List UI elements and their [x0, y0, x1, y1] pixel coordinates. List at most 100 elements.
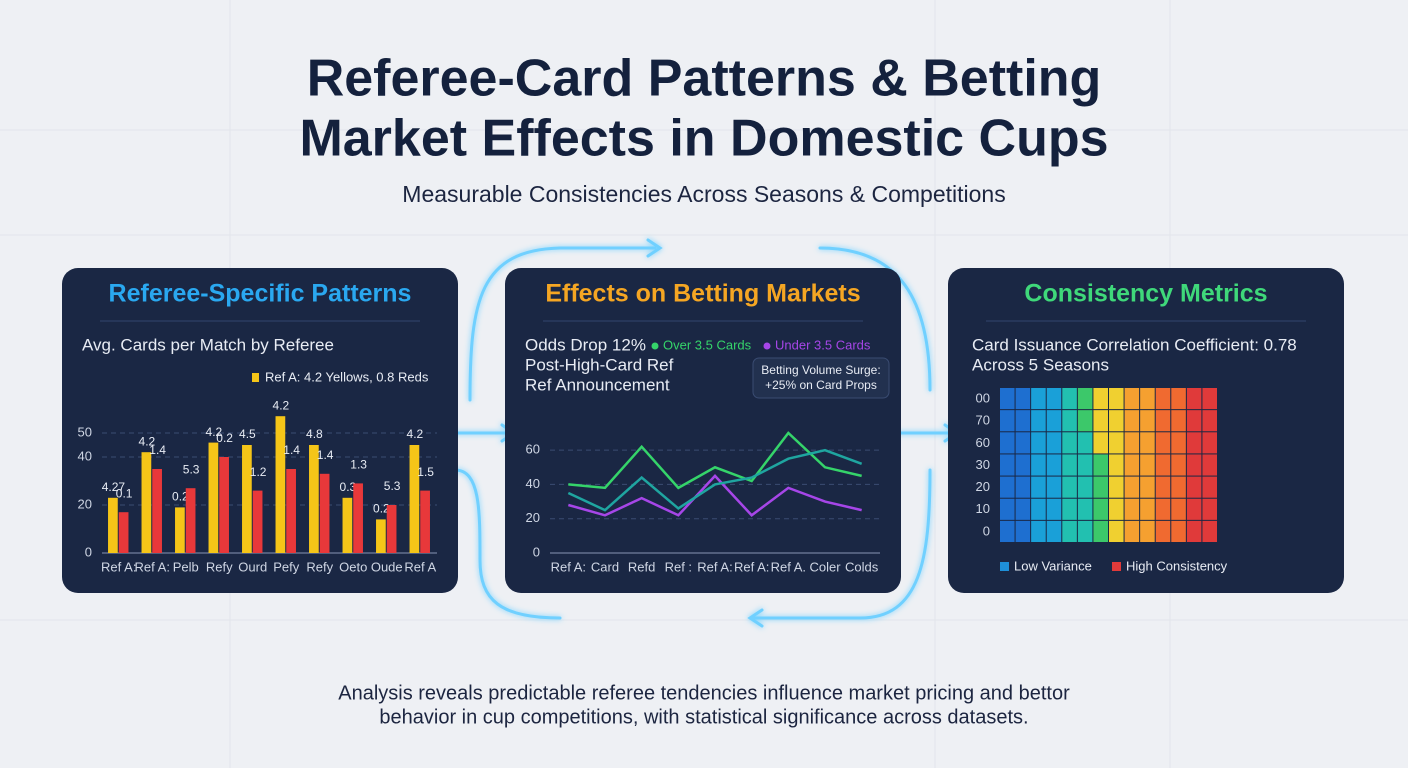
bar: [252, 490, 263, 553]
x-tick-label: Pefy: [273, 559, 300, 574]
legend-swatch: [1000, 562, 1009, 571]
bar: [342, 497, 353, 553]
heat-cell: [1062, 520, 1077, 542]
heat-cell: [1015, 410, 1031, 432]
bar: [219, 457, 229, 553]
heat-cell: [1077, 520, 1093, 542]
heat-cell: [1015, 454, 1031, 476]
heat-cell: [1093, 410, 1108, 432]
y-tick-label: 00: [976, 391, 990, 406]
heat-cell: [1140, 432, 1155, 454]
heat-cell: [1046, 432, 1062, 454]
x-tick-label: Ref A:: [101, 559, 136, 574]
heat-cell: [1186, 432, 1202, 454]
heat-cell: [1046, 454, 1062, 476]
legend-dot: [763, 342, 771, 350]
bar-label: 5.3: [183, 462, 200, 476]
heat-cell: [1015, 520, 1031, 542]
heat-cell: [1093, 454, 1108, 476]
heat-cell: [1171, 520, 1186, 542]
heat-cell: [1077, 454, 1093, 476]
bar: [208, 442, 219, 553]
bar-label: 4.8: [306, 427, 323, 441]
heat-cell: [1171, 476, 1186, 498]
bar-label: 4.27: [102, 480, 126, 494]
heat-cell: [1202, 476, 1217, 498]
heat-cell: [1109, 454, 1124, 476]
bar-label: 1.5: [417, 465, 434, 479]
y-tick-label: 0: [983, 523, 990, 538]
heat-cell: [1000, 498, 1015, 520]
heat-cell: [1109, 410, 1124, 432]
legend-label: Over 3.5 Cards: [663, 337, 752, 352]
series-line: [567, 448, 863, 512]
heat-cell: [1062, 410, 1077, 432]
heat-cell: [1109, 476, 1124, 498]
panel-subtitle: Odds Drop 12%: [525, 335, 646, 354]
bar: [420, 490, 430, 553]
series-line: [568, 431, 862, 490]
x-tick-label: Ref :: [665, 559, 692, 574]
panel-title: Referee-Specific Patterns: [109, 280, 412, 308]
heat-cell: [1062, 432, 1077, 454]
heat-cell: [1077, 476, 1093, 498]
heat-cell: [1031, 498, 1046, 520]
heat-cell: [1031, 476, 1046, 498]
heat-cell: [1031, 432, 1046, 454]
title-line: Market Effects in Domestic Cups: [299, 110, 1108, 168]
series-line: [567, 474, 862, 517]
heat-cell: [1000, 454, 1015, 476]
x-tick-label: Ref A: [404, 559, 436, 574]
heat-cell: [1186, 520, 1202, 542]
x-tick-label: Coler: [809, 559, 841, 574]
bar: [319, 473, 330, 553]
heat-cell: [1109, 498, 1124, 520]
panel-title: Effects on Betting Markets: [545, 280, 860, 308]
x-tick-label: Card: [591, 559, 619, 574]
bar: [175, 507, 185, 553]
heat-cell: [1186, 498, 1202, 520]
heat-cell: [1046, 476, 1062, 498]
heat-cell: [1093, 388, 1108, 410]
bar: [118, 512, 129, 553]
bar-label: 1.4: [317, 448, 334, 462]
heat-cell: [1155, 520, 1171, 542]
heat-cell: [1062, 498, 1077, 520]
y-tick-label: 20: [526, 510, 540, 525]
panel-subtitle: Ref Announcement: [525, 375, 670, 394]
heat-cell: [1000, 520, 1015, 542]
bar-label: 0.1: [116, 486, 133, 500]
heat-cell: [1124, 410, 1140, 432]
heat-cell: [1140, 410, 1155, 432]
title-line: Referee-Card Patterns & Betting: [307, 50, 1102, 108]
bar: [386, 505, 397, 553]
heat-cell: [1062, 476, 1077, 498]
x-tick-label: Pelb: [173, 559, 199, 574]
bar: [152, 469, 162, 553]
bar: [353, 483, 363, 553]
heat-cell: [1062, 454, 1077, 476]
bar: [286, 469, 296, 553]
y-tick-label: 20: [78, 496, 92, 511]
bar: [185, 488, 196, 553]
panel-subtitle: Card Issuance Correlation Coefficient: 0…: [972, 335, 1297, 354]
legend-swatch: [1112, 562, 1121, 571]
heat-cell: [1140, 476, 1155, 498]
x-tick-label: Ref A:: [734, 559, 769, 574]
bar-label: 0.2: [216, 431, 233, 445]
heat-cell: [1186, 454, 1202, 476]
legend-note: Ref A: 4.2 Yellows, 0.8 Reds: [265, 369, 429, 384]
heat-cell: [1062, 388, 1077, 410]
heat-cell: [1077, 410, 1093, 432]
footer-line: Analysis reveals predictable referee ten…: [338, 682, 1070, 704]
subtitle: Measurable Consistencies Across Seasons …: [402, 181, 1005, 207]
heat-cell: [1155, 388, 1171, 410]
bar-label: 1.4: [149, 443, 166, 457]
heat-cell: [1077, 432, 1093, 454]
heat-cell: [1000, 476, 1015, 498]
x-tick-label: Ref A:: [551, 559, 586, 574]
legend-label: Low Variance: [1014, 558, 1092, 573]
y-tick-label: 40: [78, 448, 92, 463]
heat-cell: [1124, 520, 1140, 542]
